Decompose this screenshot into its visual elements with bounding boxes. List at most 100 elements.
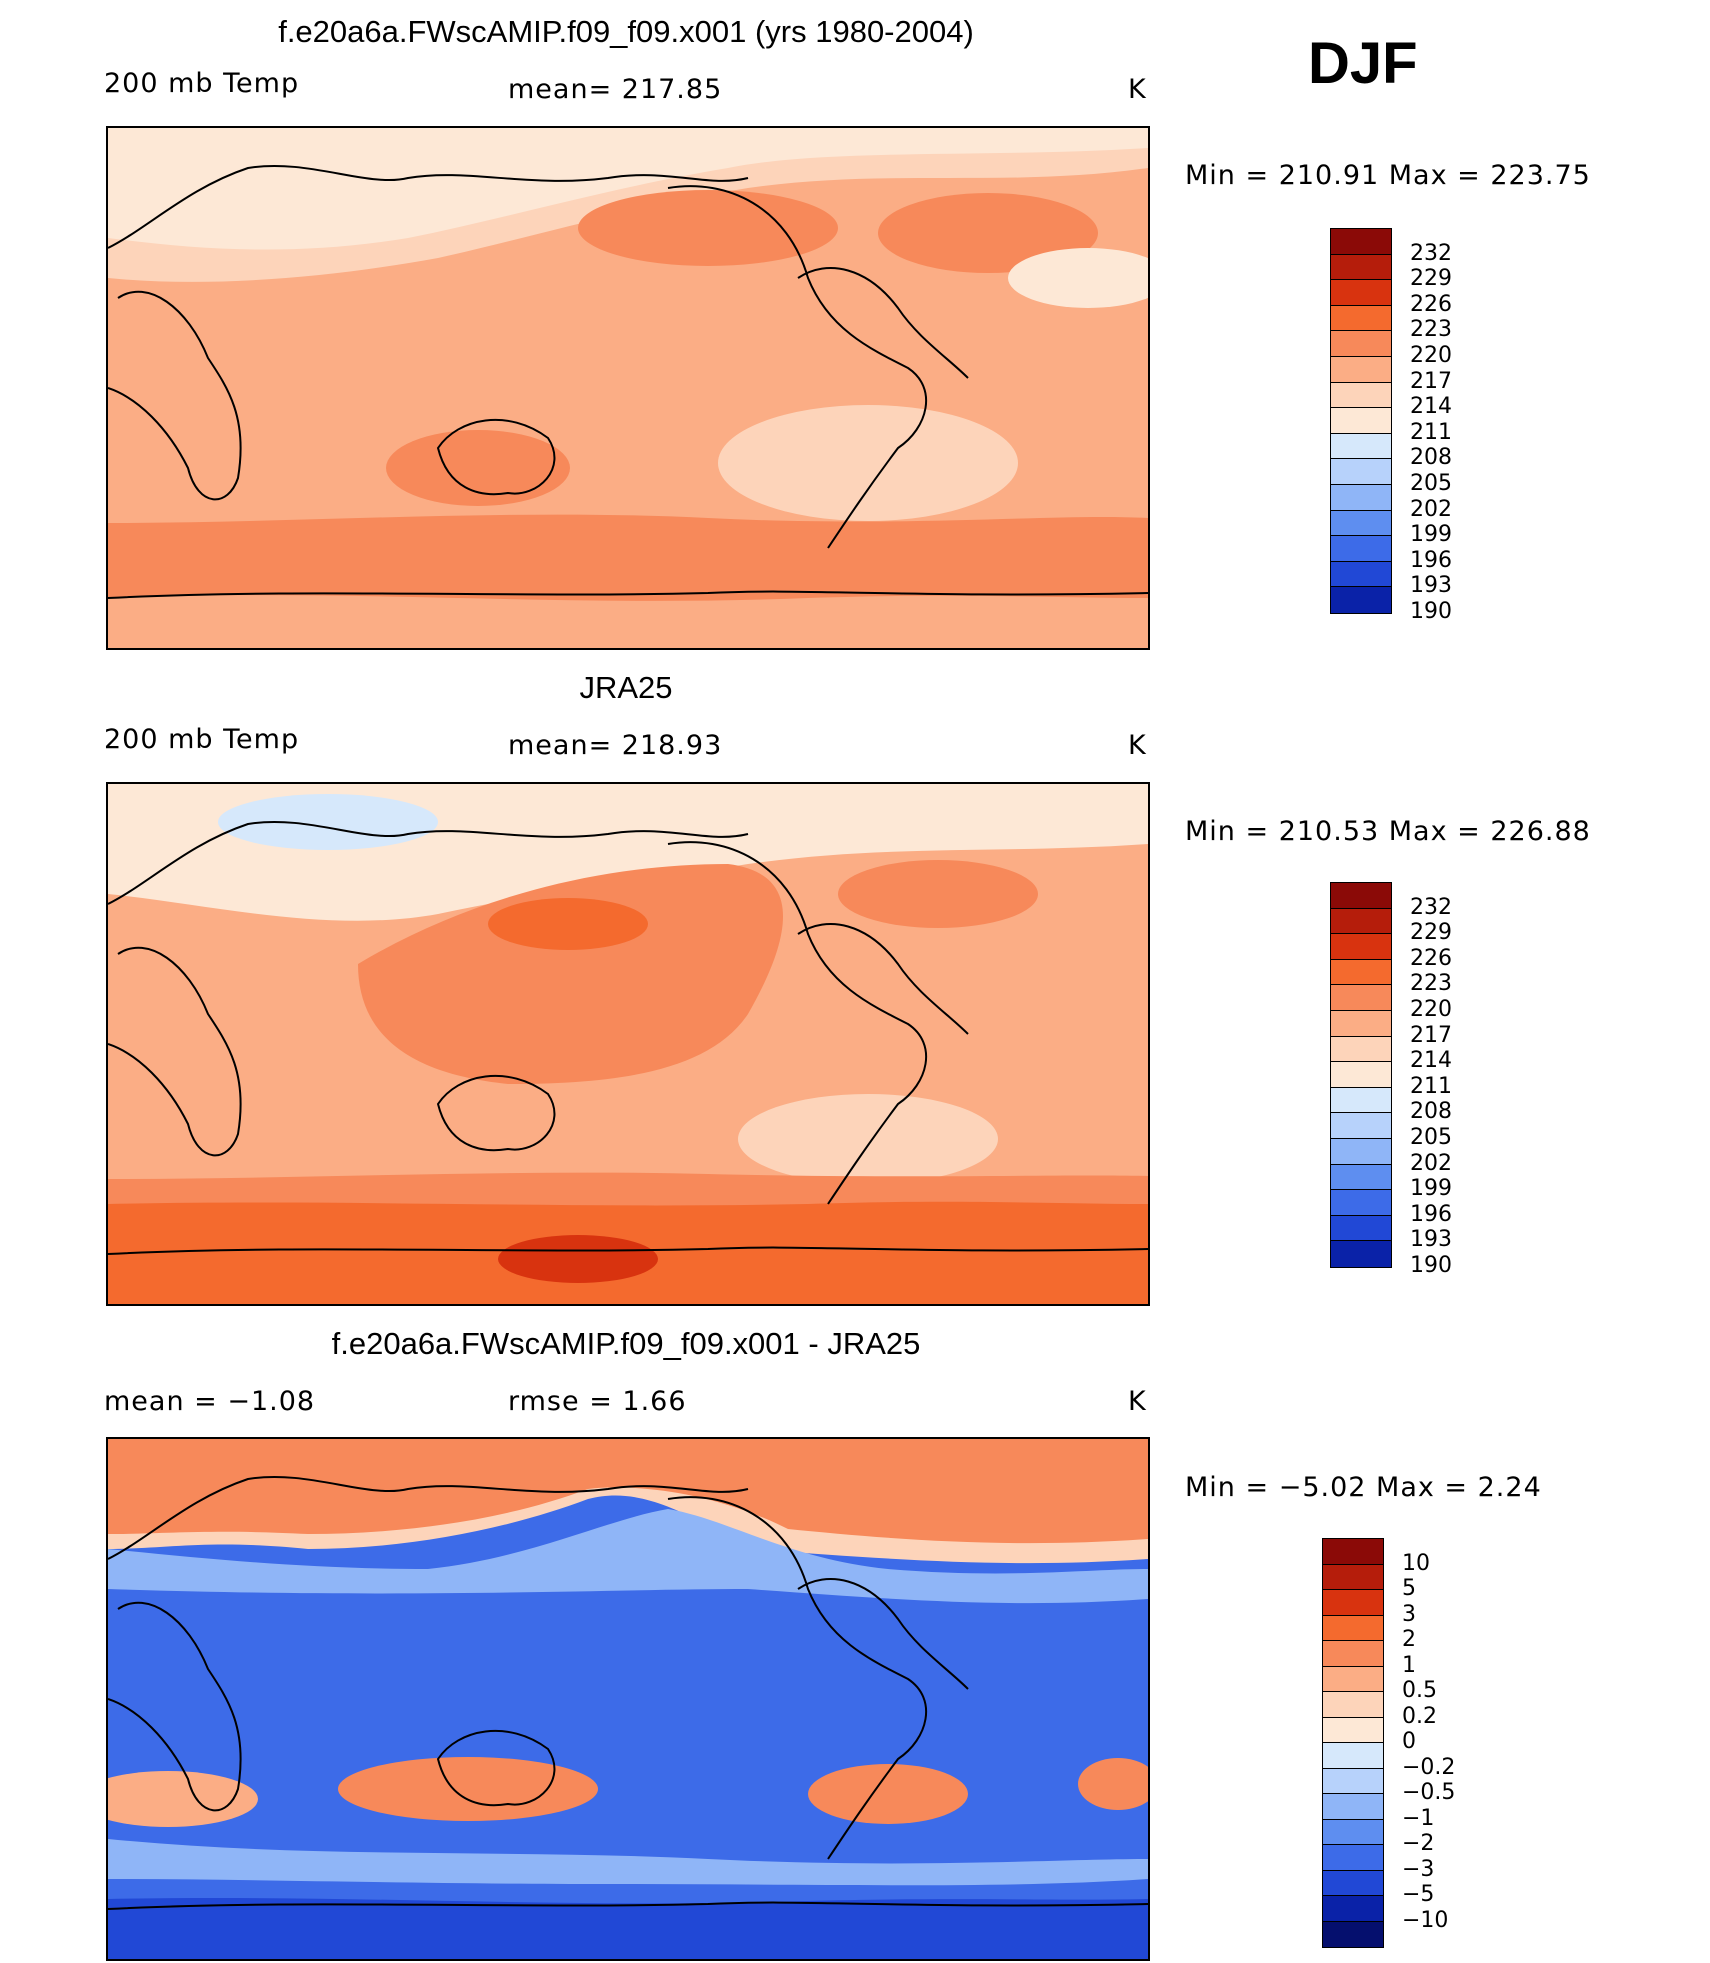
colorbar-swatch: [1331, 1087, 1391, 1114]
field-antarctic-cold: [108, 1897, 1148, 1959]
colorbar-tick-label: −2: [1402, 1831, 1435, 1856]
colorbar-tick-label: 226: [1410, 291, 1452, 317]
colorbar-tick-label: 214: [1410, 1048, 1452, 1074]
colorbar-tick-label: −5: [1402, 1882, 1435, 1907]
coastlines: [108, 164, 1148, 599]
colorbar-swatch: [1323, 1845, 1383, 1871]
colorbar-tick-label: 199: [1410, 1176, 1452, 1202]
colorbar-tick-label: 226: [1410, 945, 1452, 971]
colorbar-tick-label: 202: [1410, 1150, 1452, 1176]
colorbar-swatch: [1331, 382, 1391, 409]
field-siberia-cold: [218, 794, 438, 850]
colorbar-tick-label: 2: [1402, 1627, 1416, 1652]
colorbar-swatch: [1331, 985, 1391, 1011]
panel2-range-label: Min = 210.53 Max = 226.88: [1185, 816, 1591, 847]
colorbar-swatch: [1331, 536, 1391, 562]
field-australia-warm: [338, 1757, 598, 1821]
panel2-units: K: [1128, 730, 1147, 761]
colorbar-swatch: [1331, 305, 1391, 332]
colorbar-tick-label: 217: [1410, 1022, 1452, 1048]
panel3-rmse-label: rmse = 1.66: [508, 1386, 687, 1417]
colorbar-swatch: [1323, 1539, 1383, 1565]
colorbar-swatch: [1331, 959, 1391, 986]
colorbar-swatch: [1323, 1590, 1383, 1616]
colorbar-swatch: [1323, 1717, 1383, 1743]
colorbar-tick-label: 5: [1402, 1576, 1416, 1601]
panel1-colorbar-swatches: [1330, 228, 1392, 614]
colorbar-tick-label: 211: [1410, 419, 1452, 445]
panel3-mean-label: mean = −1.08: [104, 1386, 316, 1417]
colorbar-swatch: [1323, 1819, 1383, 1845]
colorbar-tick-label: 220: [1410, 997, 1452, 1022]
colorbar-swatch: [1331, 1010, 1391, 1037]
field-pacific-pale: [738, 1094, 998, 1184]
panel1-left-label: 200 mb Temp: [104, 68, 300, 99]
colorbar-swatch: [1331, 1036, 1391, 1063]
colorbar-swatch: [1331, 510, 1391, 537]
colorbar-swatch: [1331, 484, 1391, 511]
panel1-contour-plot: [108, 128, 1148, 648]
field-antarctic-core: [498, 1235, 658, 1283]
colorbar-swatch: [1331, 331, 1391, 357]
colorbar-tick-label: 202: [1410, 496, 1452, 522]
panel1-mean-label: mean= 217.85: [508, 74, 723, 105]
colorbar-tick-label: 229: [1410, 920, 1452, 946]
colorbar-swatch: [1323, 1921, 1383, 1947]
colorbar-swatch: [1323, 1794, 1383, 1820]
colorbar-tick-label: 205: [1410, 1125, 1452, 1150]
colorbar-tick-label: 229: [1410, 266, 1452, 292]
panel2-contour-plot: [108, 784, 1148, 1304]
colorbar-tick-label: 196: [1410, 1201, 1452, 1227]
colorbar-swatch: [1331, 229, 1391, 255]
field-pacific-warm: [358, 864, 783, 1084]
field-antarctic: [108, 595, 1148, 648]
panel1-colorbar: 232 229 226 223 220 217 214 211 208 205 202 199 196 1…: [1330, 228, 1452, 624]
colorbar-swatch: [1331, 908, 1391, 935]
coastlines: [108, 820, 1148, 1255]
panel2-title: JRA25: [579, 670, 673, 705]
colorbar-swatch: [1331, 587, 1391, 613]
colorbar-swatch: [1323, 1615, 1383, 1641]
colorbar-tick-label: 199: [1410, 522, 1452, 548]
colorbar-swatch: [1331, 459, 1391, 485]
colorbar-swatch: [1323, 1768, 1383, 1794]
field-chile-warm: [808, 1764, 968, 1824]
colorbar-swatch: [1323, 1743, 1383, 1769]
field-transition: [108, 1509, 1148, 1604]
colorbar-tick-label: 208: [1410, 1099, 1452, 1125]
panel3-contour-plot: [108, 1439, 1148, 1959]
panel3-colorbar-swatches: [1322, 1538, 1384, 1948]
panel2-map: [106, 782, 1150, 1306]
field-north-pale: [108, 128, 1148, 250]
colorbar-tick-label: 214: [1410, 394, 1452, 420]
colorbar-tick-label: 208: [1410, 445, 1452, 471]
colorbar-swatch: [1331, 883, 1391, 909]
colorbar-tick-label: 0.5: [1402, 1678, 1437, 1703]
colorbar-tick-label: 232: [1410, 240, 1452, 266]
colorbar-swatch: [1323, 1896, 1383, 1922]
colorbar-tick-label: −0.5: [1402, 1780, 1456, 1805]
colorbar-swatch: [1331, 433, 1391, 460]
panel3-map: [106, 1437, 1150, 1961]
field-america-warm: [878, 193, 1098, 273]
colorbar-tick-label: 205: [1410, 471, 1452, 496]
colorbar-tick-label: 3: [1402, 1601, 1416, 1627]
colorbar-swatch: [1331, 280, 1391, 306]
colorbar-swatch: [1331, 1215, 1391, 1242]
colorbar-tick-label: 1: [1402, 1652, 1416, 1678]
colorbar-swatch: [1331, 1113, 1391, 1139]
colorbar-swatch: [1323, 1641, 1383, 1667]
field-pacific-warm: [578, 190, 838, 266]
field-australia-warm: [386, 430, 570, 506]
colorbar-tick-label: 10: [1402, 1550, 1430, 1576]
colorbar-swatch: [1331, 1164, 1391, 1191]
colorbar-tick-label: 0.2: [1402, 1703, 1437, 1729]
coastlines: [108, 1475, 1148, 1910]
panel3-colorbar: 10 5 3 2 1 0.5 0.2 0 −0.2 −0.5 −1 −2 −3 −5 −10: [1322, 1538, 1455, 1948]
panel1-map: [106, 126, 1150, 650]
colorbar-tick-label: 223: [1410, 971, 1452, 997]
panel2-left-label: 200 mb Temp: [104, 724, 300, 755]
colorbar-tick-label: −0.2: [1402, 1754, 1456, 1780]
panel1-title: f.e20a6a.FWscAMIP.f09_f09.x001 (yrs 1980…: [278, 14, 974, 49]
colorbar-tick-label: 190: [1410, 1253, 1452, 1278]
